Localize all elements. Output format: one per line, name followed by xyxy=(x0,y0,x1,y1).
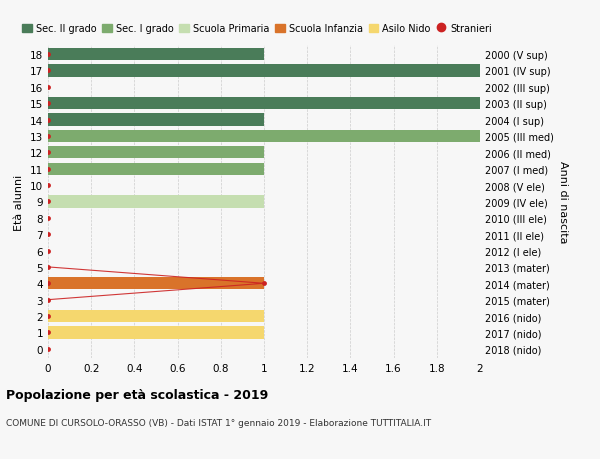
Bar xyxy=(48,310,264,323)
Bar xyxy=(48,196,264,208)
Bar xyxy=(48,65,480,78)
Text: Popolazione per età scolastica - 2019: Popolazione per età scolastica - 2019 xyxy=(6,388,268,401)
Bar xyxy=(48,98,480,110)
Bar xyxy=(48,147,264,159)
Bar xyxy=(48,163,264,175)
Y-axis label: Età alunni: Età alunni xyxy=(14,174,25,230)
Bar xyxy=(48,49,264,61)
Bar xyxy=(48,278,264,290)
Legend: Sec. II grado, Sec. I grado, Scuola Primaria, Scuola Infanzia, Asilo Nido, Stran: Sec. II grado, Sec. I grado, Scuola Prim… xyxy=(19,20,496,38)
Y-axis label: Anni di nascita: Anni di nascita xyxy=(557,161,568,243)
Bar xyxy=(48,326,264,339)
Bar xyxy=(48,114,264,126)
Text: COMUNE DI CURSOLO-ORASSO (VB) - Dati ISTAT 1° gennaio 2019 - Elaborazione TUTTIT: COMUNE DI CURSOLO-ORASSO (VB) - Dati IST… xyxy=(6,418,431,427)
Bar xyxy=(48,130,480,143)
